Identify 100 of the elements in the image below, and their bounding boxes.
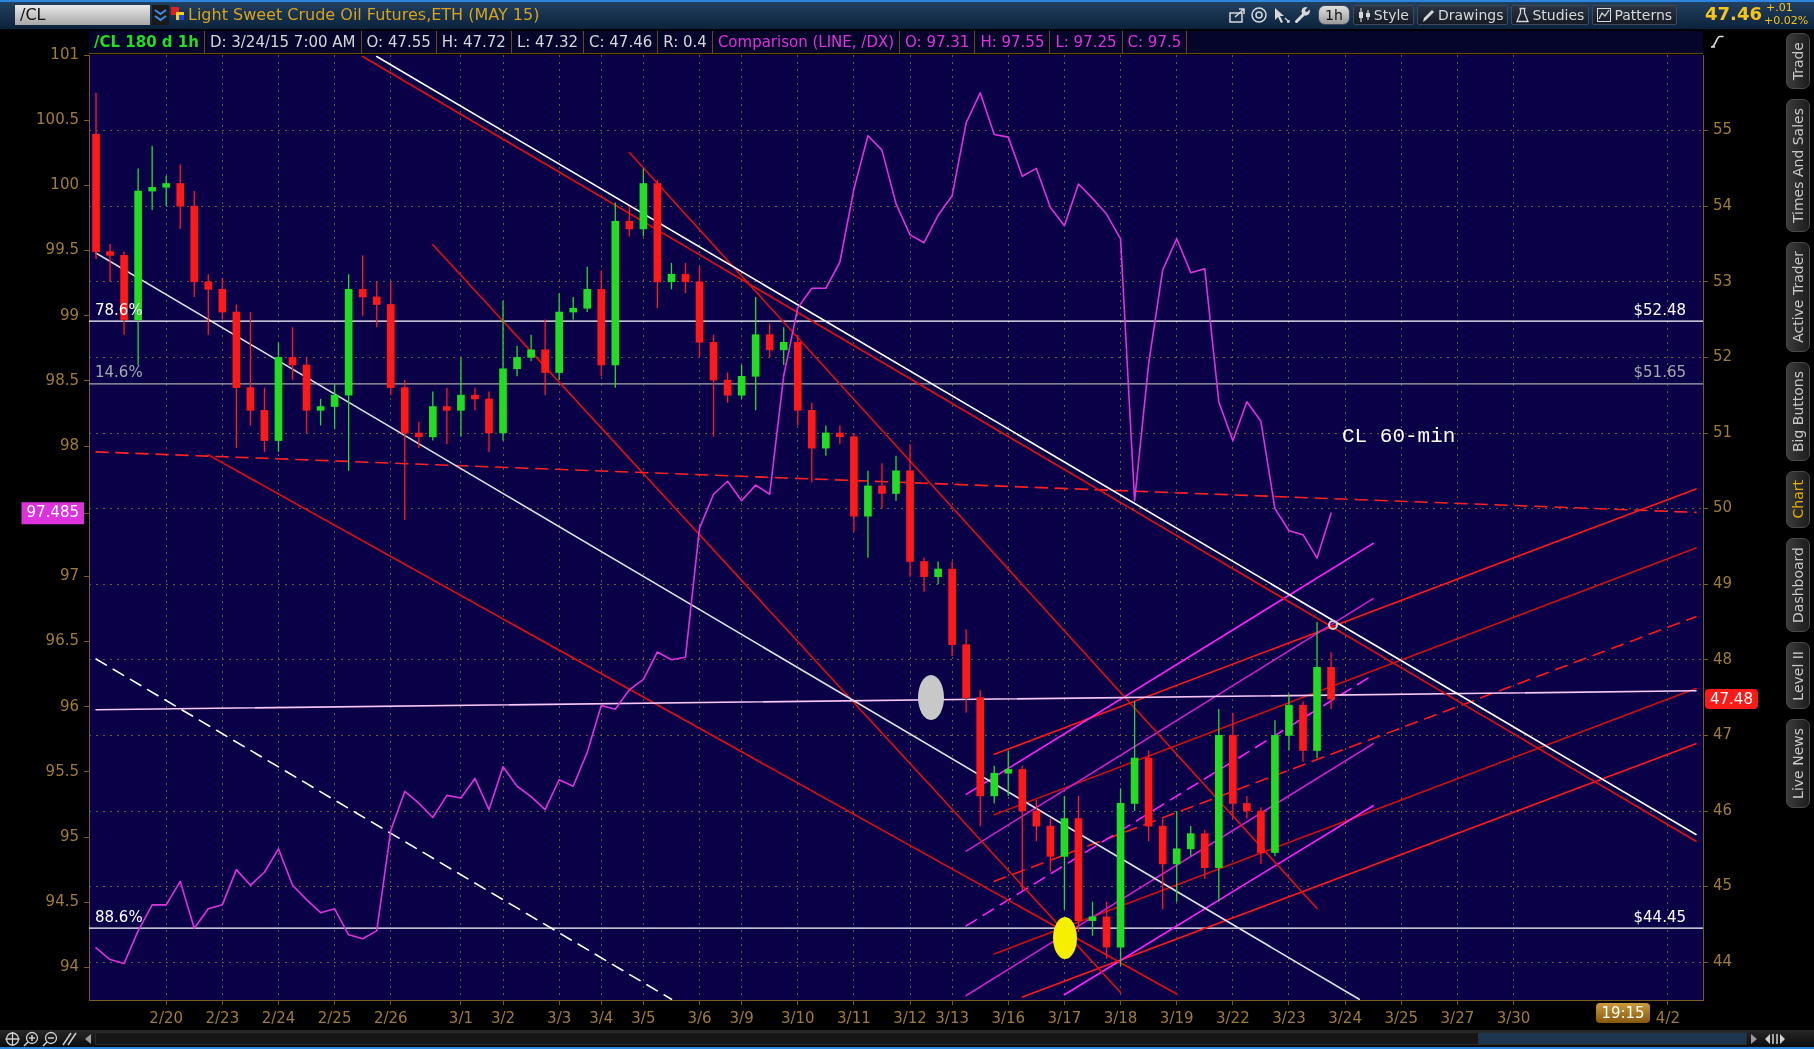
x-tick-label: 3/11 [837,1008,871,1027]
x-tick-label: 2/26 [373,1008,408,1027]
candlestick [1229,712,1237,820]
y2-tick-label: 96 [59,696,79,715]
y2-tick-label: 96.5 [45,631,79,650]
candlestick [1200,829,1209,880]
annotation: 14.6% [95,363,143,382]
y-tick-label: 46 [1713,800,1733,819]
y2-tick-label: 94 [59,957,79,976]
text: C: 97.5 [1122,31,1188,53]
chart-title: Light Sweet Crude Oil Futures,ETH (MAY 15) [188,5,540,24]
text: L: 47.32 [511,31,584,53]
x-tick-label: 2/23 [205,1008,240,1027]
text: D: 3/24/15 7:00 AM [204,31,362,53]
x-tick-label: 3/3 [547,1008,572,1027]
text: 47.46 [1705,3,1762,24]
side-tab: Trade [1786,33,1810,90]
x-tick-label: 3/30 [1496,1008,1531,1027]
y2-tick-label: 101 [50,44,79,63]
x-tick-label: 2/24 [261,1008,296,1027]
y2-tick-label: 97 [59,566,79,585]
text: +.01 [1766,1,1793,14]
x-tick-label: 3/5 [631,1008,656,1027]
y-tick-label: 44 [1713,952,1733,971]
side-tab: Dashboard [1786,537,1810,632]
side-tab: Level II [1786,641,1810,710]
y2-tick-label: 100.5 [36,110,79,129]
text: Comparison (LINE, /DX) [712,31,901,53]
candlestick [976,689,985,827]
candlestick [597,269,606,377]
x-tick-label: 4/2 [1655,1008,1680,1027]
toolbar-button: 1h [1318,5,1350,25]
x-tick-label: 3/19 [1159,1008,1194,1027]
candlestick [162,175,171,207]
text: 47.48 [1710,690,1753,708]
x-tick-label: 3/13 [935,1008,969,1027]
x-tick-label: 3/24 [1328,1008,1362,1027]
y-tick-label: 54 [1713,196,1733,215]
candlestick [176,163,185,230]
y2-tick-label: 98 [59,435,79,454]
annotation: 88.6% [95,907,143,926]
candlestick [386,281,395,396]
candlestick [555,292,563,381]
text: C: 47.46 [584,31,659,53]
x-tick-label: 3/2 [490,1008,516,1027]
candlestick [990,764,999,805]
y-tick-label: 55 [1713,120,1733,139]
candlestick [1186,825,1195,858]
side-tab: Active Trader [1786,242,1810,353]
x-tick-label: 3/10 [780,1008,815,1027]
candlestick [583,266,592,313]
side-tab: Times And Sales [1786,99,1810,233]
y-tick-label: 51 [1713,422,1733,441]
y-tick-label: 49 [1713,574,1733,593]
text-field: /CL [15,5,150,25]
text: O: 47.55 [361,31,437,53]
text: H: 97.55 [975,31,1051,53]
toolbar-button: Drawings [1416,5,1509,25]
candlestick [1172,810,1181,903]
side-tab: Chart [1786,471,1810,528]
text: R: 0.4 [658,31,713,53]
toolbar-button: Patterns [1592,5,1678,25]
side-tab: Big Buttons [1786,362,1810,462]
x-tick-label: 3/4 [589,1008,614,1027]
text: O: 97.31 [900,31,976,53]
candlestick [765,322,774,359]
y-tick-label: 45 [1713,876,1733,895]
text: 19:15 [1596,1003,1650,1023]
text: /CL 180 d 1h [89,31,205,53]
y-tick-label: 52 [1713,347,1733,366]
x-tick-label: 3/27 [1440,1008,1475,1027]
y-tick-label: 53 [1713,271,1733,290]
y2-tick-label: 98.5 [45,370,79,389]
x-tick-label: 2/25 [317,1008,352,1027]
y2-tick-label: 100 [50,175,79,194]
y2-tick-label: 99.5 [45,240,79,259]
toolbar-button: Studies [1511,5,1590,25]
y-tick-label: 48 [1713,649,1733,668]
candlestick [611,201,620,389]
ref-line-label: $44.45 [1633,907,1686,926]
candlestick [204,273,213,336]
side-tab: Live News [1786,719,1810,809]
candlestick [807,402,816,483]
y2-tick-label: 99 [59,305,79,324]
x-tick-label: 3/9 [729,1008,754,1027]
x-tick-label: 3/16 [991,1008,1026,1027]
y2-tick-label: 94.5 [45,892,79,911]
y-tick-label: 50 [1713,498,1733,517]
y2-tick-label: 95.5 [45,761,79,780]
y2-tick-label: 95 [59,826,79,845]
x-tick-label: 3/1 [448,1008,473,1027]
text: L: 97.25 [1050,31,1123,53]
candlestick [793,334,802,427]
text: H: 47.72 [436,31,512,53]
x-tick-label: 3/23 [1272,1008,1306,1027]
text: +0.02% [1764,14,1809,27]
x-tick-label: 3/22 [1215,1008,1250,1027]
candlestick [962,628,970,714]
candlestick [1004,749,1013,797]
x-tick-label: 3/25 [1384,1008,1419,1027]
